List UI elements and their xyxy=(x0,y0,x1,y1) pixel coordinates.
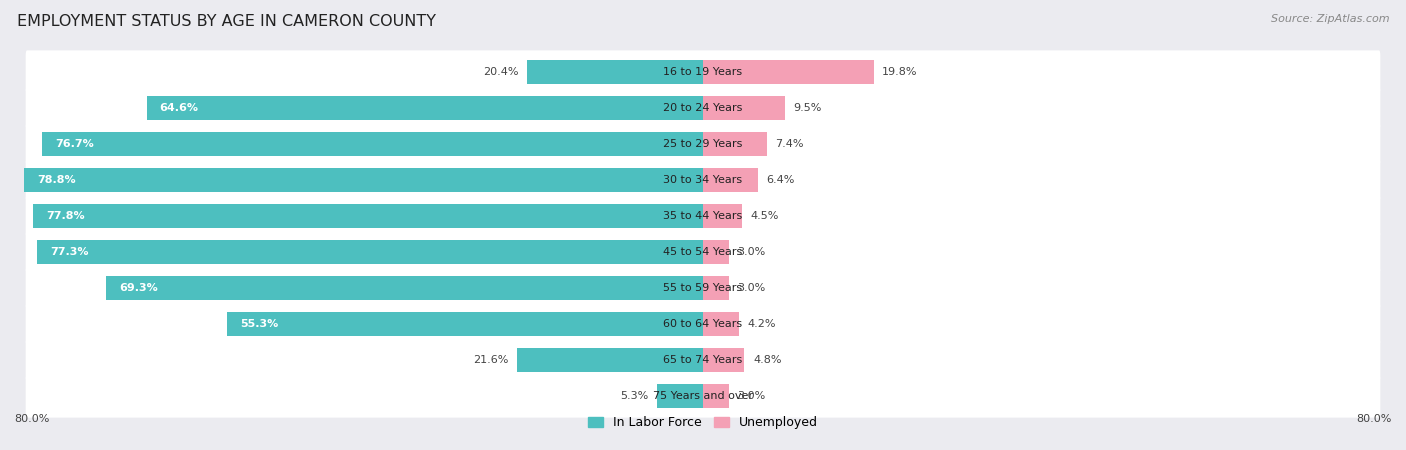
Bar xyxy=(24,168,703,192)
Text: 20 to 24 Years: 20 to 24 Years xyxy=(664,103,742,113)
Text: 80.0%: 80.0% xyxy=(14,414,49,424)
Bar xyxy=(107,276,703,300)
Text: 77.8%: 77.8% xyxy=(46,211,84,221)
Text: 55.3%: 55.3% xyxy=(239,319,278,329)
Text: 3.0%: 3.0% xyxy=(738,247,766,257)
Text: 60 to 64 Years: 60 to 64 Years xyxy=(664,319,742,329)
Text: EMPLOYMENT STATUS BY AGE IN CAMERON COUNTY: EMPLOYMENT STATUS BY AGE IN CAMERON COUN… xyxy=(17,14,436,28)
FancyBboxPatch shape xyxy=(25,266,1381,310)
Text: 3.0%: 3.0% xyxy=(738,391,766,401)
Text: 6.4%: 6.4% xyxy=(766,175,796,185)
Bar xyxy=(32,204,703,228)
Text: 4.5%: 4.5% xyxy=(751,211,779,221)
Text: 25 to 29 Years: 25 to 29 Years xyxy=(664,139,742,149)
Bar xyxy=(527,60,703,84)
Bar xyxy=(703,240,728,264)
Text: 35 to 44 Years: 35 to 44 Years xyxy=(664,211,742,221)
Text: 4.8%: 4.8% xyxy=(754,355,782,365)
Bar xyxy=(703,204,742,228)
Text: 55 to 59 Years: 55 to 59 Years xyxy=(664,283,742,293)
Text: 20.4%: 20.4% xyxy=(484,67,519,77)
Bar xyxy=(517,348,703,372)
Text: 16 to 19 Years: 16 to 19 Years xyxy=(664,67,742,77)
Text: 76.7%: 76.7% xyxy=(55,139,94,149)
Text: 65 to 74 Years: 65 to 74 Years xyxy=(664,355,742,365)
Bar xyxy=(38,240,703,264)
Text: 30 to 34 Years: 30 to 34 Years xyxy=(664,175,742,185)
FancyBboxPatch shape xyxy=(25,230,1381,274)
Bar xyxy=(703,60,873,84)
Text: 9.5%: 9.5% xyxy=(793,103,821,113)
FancyBboxPatch shape xyxy=(25,302,1381,346)
FancyBboxPatch shape xyxy=(25,374,1381,418)
FancyBboxPatch shape xyxy=(25,86,1381,130)
FancyBboxPatch shape xyxy=(25,338,1381,382)
Text: 77.3%: 77.3% xyxy=(51,247,89,257)
FancyBboxPatch shape xyxy=(25,158,1381,202)
Text: 3.0%: 3.0% xyxy=(738,283,766,293)
Bar xyxy=(703,312,740,336)
FancyBboxPatch shape xyxy=(25,50,1381,94)
Text: Source: ZipAtlas.com: Source: ZipAtlas.com xyxy=(1271,14,1389,23)
Bar xyxy=(703,348,744,372)
Bar xyxy=(226,312,703,336)
Text: 80.0%: 80.0% xyxy=(1357,414,1392,424)
Text: 19.8%: 19.8% xyxy=(882,67,918,77)
Text: 4.2%: 4.2% xyxy=(748,319,776,329)
Bar xyxy=(703,96,785,120)
Text: 69.3%: 69.3% xyxy=(120,283,157,293)
Text: 78.8%: 78.8% xyxy=(38,175,76,185)
Bar xyxy=(703,132,766,156)
Text: 21.6%: 21.6% xyxy=(472,355,509,365)
Bar xyxy=(703,384,728,408)
Bar xyxy=(703,276,728,300)
Bar xyxy=(42,132,703,156)
Bar xyxy=(146,96,703,120)
Bar xyxy=(703,168,758,192)
Text: 64.6%: 64.6% xyxy=(160,103,198,113)
FancyBboxPatch shape xyxy=(25,122,1381,166)
FancyBboxPatch shape xyxy=(25,194,1381,238)
Legend: In Labor Force, Unemployed: In Labor Force, Unemployed xyxy=(588,416,818,429)
Text: 75 Years and over: 75 Years and over xyxy=(652,391,754,401)
Text: 5.3%: 5.3% xyxy=(620,391,648,401)
Bar xyxy=(658,384,703,408)
Text: 7.4%: 7.4% xyxy=(775,139,804,149)
Text: 45 to 54 Years: 45 to 54 Years xyxy=(664,247,742,257)
